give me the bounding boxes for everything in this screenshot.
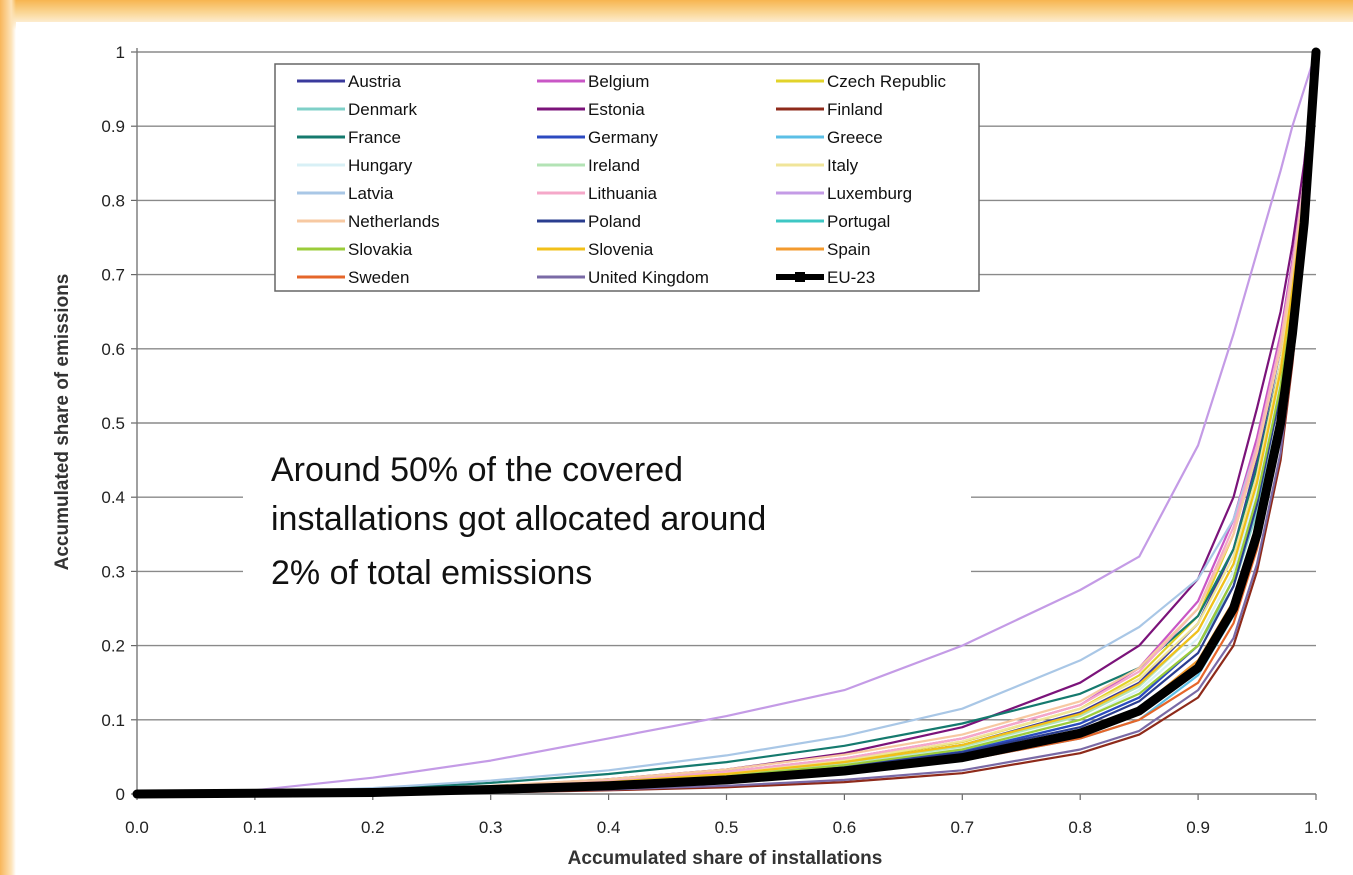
x-tick-label: 0.6 (833, 818, 857, 837)
annotation-text: Around 50% of the covered installations … (271, 451, 766, 592)
y-tick-label: 0.2 (101, 637, 125, 656)
legend-label: Portugal (827, 212, 890, 231)
x-tick-label: 0.4 (597, 818, 621, 837)
legend-label: Estonia (588, 100, 645, 119)
series-line-eu-23 (132, 47, 1321, 799)
x-axis-title: Accumulated share of installations (568, 848, 883, 869)
legend-box (274, 63, 980, 292)
y-axis-title: Accumulated share of emissions (52, 274, 73, 571)
legend-label: Austria (348, 72, 401, 91)
y-tick-label: 0.7 (101, 266, 125, 285)
annotation-background (243, 490, 971, 588)
legend-label: Greece (827, 128, 883, 147)
legend-label: Belgium (588, 72, 649, 91)
series-lines (132, 47, 1321, 799)
legend: Austria Belgium Czech Republic Denmark Eston… (274, 63, 980, 292)
legend-label: Czech Republic (827, 72, 947, 91)
x-tick-label: 0.0 (125, 818, 149, 837)
legend-label: Hungary (348, 156, 413, 175)
legend-marker (795, 272, 805, 282)
x-tick-label: 0.2 (361, 818, 385, 837)
x-tick-label: 0.3 (479, 818, 503, 837)
legend-label: Germany (588, 128, 658, 147)
legend-label: Italy (827, 156, 859, 175)
x-tick-label: 0.7 (950, 818, 974, 837)
legend-label: Netherlands (348, 212, 440, 231)
x-tick-label: 1.0 (1304, 818, 1328, 837)
legend-label: Ireland (588, 156, 640, 175)
annotation-line: Around 50% of the covered (271, 451, 683, 489)
x-tick-label: 0.9 (1186, 818, 1210, 837)
legend-label: Slovenia (588, 240, 654, 259)
y-tick-label: 0.6 (101, 340, 125, 359)
y-tick-label: 0.9 (101, 117, 125, 136)
decorative-side-band (0, 0, 16, 875)
annotation-line: installations got allocated around (271, 500, 766, 538)
y-tick-label: 0.4 (101, 488, 125, 507)
legend-label: EU-23 (827, 268, 875, 287)
y-tick-labels: 0 0.1 0.2 0.3 0.4 0.5 0.6 0.7 0.8 0.9 1 (101, 43, 137, 804)
legend-label: Denmark (348, 100, 417, 119)
series-line-luxemburg (135, 50, 1318, 796)
annotation-line: 2% of total emissions (271, 554, 592, 592)
x-tick-labels: 0.0 0.1 0.2 0.3 0.4 0.5 0.6 0.7 0.8 0.9 1.0 (125, 794, 1328, 837)
legend-label: Slovakia (348, 240, 413, 259)
y-tick-label: 0.8 (101, 191, 125, 210)
x-tick-label: 0.8 (1068, 818, 1092, 837)
legend-label: France (348, 128, 401, 147)
legend-label: Luxemburg (827, 184, 912, 203)
legend-label: Finland (827, 100, 883, 119)
legend-label: United Kingdom (588, 268, 709, 287)
x-tick-label: 0.5 (715, 818, 739, 837)
legend-label: Spain (827, 240, 870, 259)
legend-label: Lithuania (588, 184, 658, 203)
y-tick-label: 0.3 (101, 562, 125, 581)
y-tick-label: 0.5 (101, 414, 125, 433)
y-tick-label: 0.1 (101, 711, 125, 730)
y-tick-label: 1 (116, 43, 125, 62)
legend-label: Latvia (348, 184, 394, 203)
legend-label: Sweden (348, 268, 409, 287)
y-tick-label: 0 (116, 785, 125, 804)
x-tick-label: 0.1 (243, 818, 267, 837)
legend-label: Poland (588, 212, 641, 231)
